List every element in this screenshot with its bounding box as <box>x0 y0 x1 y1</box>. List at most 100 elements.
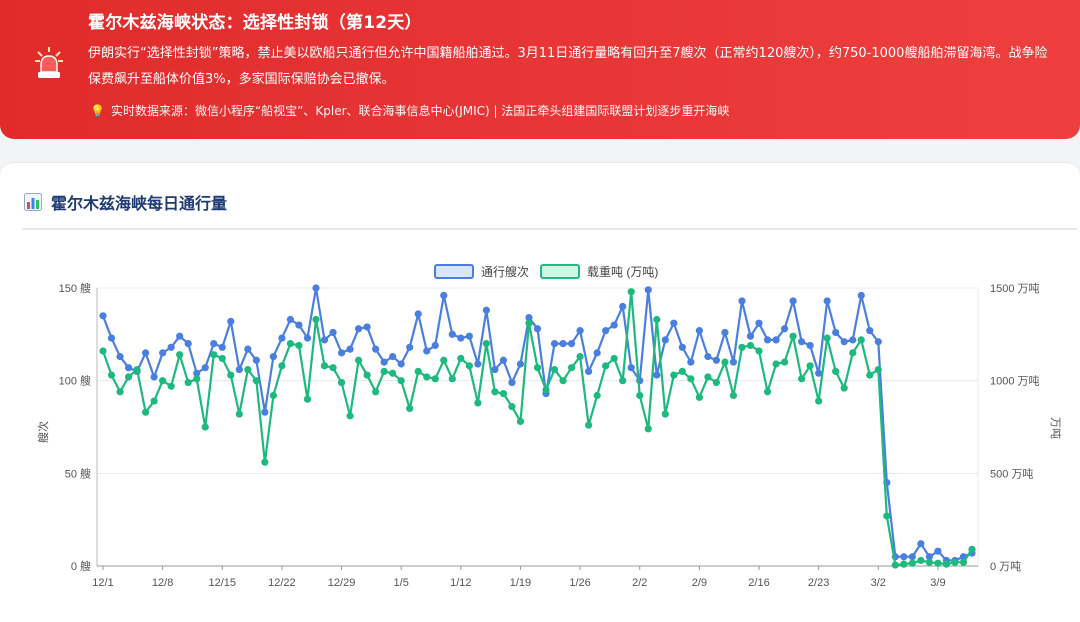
data-point <box>227 317 235 325</box>
x-tick-label: 12/1 <box>92 577 113 589</box>
data-point <box>116 388 124 396</box>
data-point <box>763 336 772 344</box>
data-point <box>380 367 388 375</box>
data-point <box>900 553 908 561</box>
data-point <box>755 319 763 327</box>
data-point <box>99 347 107 355</box>
data-point <box>687 358 695 366</box>
data-point <box>286 315 295 324</box>
y-axis-left-label: 艘次 <box>36 421 50 443</box>
y-axis-right: 0 万吨 500 万吨 1000 万吨 1500 万吨 <box>990 282 1040 573</box>
data-point <box>840 338 848 346</box>
data-point <box>193 369 201 377</box>
data-point <box>832 367 840 375</box>
data-point <box>320 336 329 344</box>
data-point <box>593 391 601 400</box>
data-point <box>951 558 959 566</box>
data-point <box>184 378 192 387</box>
data-point <box>201 364 209 372</box>
data-point <box>491 365 499 374</box>
data-point <box>440 356 448 364</box>
x-tick-label: 12/8 <box>152 577 173 589</box>
data-point <box>346 412 354 420</box>
data-point <box>738 297 746 305</box>
data-point <box>482 340 490 348</box>
bar-chart-icon <box>24 193 42 211</box>
data-point <box>746 341 755 350</box>
data-point <box>210 351 218 359</box>
data-point <box>934 547 942 555</box>
data-point <box>695 393 703 401</box>
data-point <box>337 378 346 387</box>
data-point <box>150 397 158 405</box>
data-point <box>397 360 405 368</box>
data-point <box>874 365 882 374</box>
data-point <box>423 373 431 381</box>
data-point <box>849 349 857 357</box>
data-point <box>678 343 686 351</box>
data-point <box>670 371 678 379</box>
data-point <box>636 391 644 400</box>
data-point <box>261 408 269 416</box>
y-right-tick-label: 1000 万吨 <box>990 375 1040 388</box>
y-left-tick-label: 0 艘 <box>71 559 91 573</box>
data-point <box>925 558 934 566</box>
data-point <box>585 367 593 375</box>
data-point <box>550 365 559 374</box>
data-point <box>653 371 661 379</box>
data-point <box>474 399 482 407</box>
data-point <box>218 343 226 351</box>
x-axis: 12/1 12/8 12/15 12/22 12/29 1/5 1/12 1/19 1/26 2/… <box>92 566 946 589</box>
x-tick-label: 3/9 <box>930 577 945 589</box>
data-point <box>286 340 295 348</box>
data-point <box>729 358 738 366</box>
data-point <box>201 423 209 431</box>
chart-legend[interactable]: 通行艘次 载重吨 (万吨) <box>434 264 658 279</box>
data-point <box>746 332 755 340</box>
data-point <box>567 364 576 372</box>
data-point <box>167 343 175 351</box>
x-tick-label: 12/29 <box>328 577 356 589</box>
data-point <box>602 327 610 335</box>
data-point <box>917 556 925 565</box>
data-point <box>602 362 610 370</box>
data-point <box>141 408 150 416</box>
data-point <box>414 367 422 375</box>
data-point <box>176 332 184 340</box>
data-point <box>499 390 508 398</box>
x-tick-label: 2/2 <box>632 577 647 589</box>
data-point <box>107 371 116 379</box>
data-point <box>227 371 235 379</box>
data-point <box>363 371 371 379</box>
data-point <box>474 360 482 368</box>
data-point <box>729 391 738 400</box>
chart-grid <box>96 287 979 567</box>
data-point <box>772 336 780 344</box>
y-axis-left: 0 艘 50 艘 100 艘 150 艘 <box>59 281 91 573</box>
data-point <box>934 559 942 567</box>
data-point <box>312 315 320 324</box>
data-point <box>116 352 124 361</box>
data-point <box>354 325 363 333</box>
data-point <box>780 358 789 366</box>
y-left-tick-label: 50 艘 <box>65 466 91 480</box>
chart-card: 霍尔木兹海峡每日通行量 <box>0 162 1080 622</box>
data-point <box>712 356 721 364</box>
data-point <box>457 334 465 342</box>
data-point <box>908 559 916 567</box>
data-point <box>269 352 277 361</box>
data-point <box>141 349 150 357</box>
data-point <box>431 375 439 383</box>
data-point <box>559 377 567 385</box>
data-point <box>235 410 243 418</box>
data-point <box>789 297 797 305</box>
data-point <box>610 354 618 363</box>
x-tick-label: 12/15 <box>209 577 237 589</box>
data-point <box>99 312 107 320</box>
data-point <box>448 330 456 338</box>
data-point <box>806 362 814 370</box>
data-point <box>559 340 567 348</box>
data-point <box>661 410 669 418</box>
data-point <box>235 365 243 374</box>
data-point <box>218 354 226 363</box>
